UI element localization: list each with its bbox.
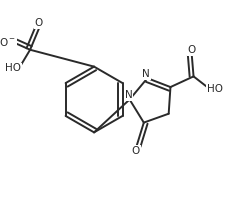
Text: O: O xyxy=(132,146,140,156)
Text: O: O xyxy=(35,18,43,28)
Text: N: N xyxy=(125,90,133,100)
Text: O: O xyxy=(188,45,196,55)
Text: N: N xyxy=(142,69,150,79)
Text: O$^-$: O$^-$ xyxy=(0,36,16,48)
Text: HO: HO xyxy=(5,63,21,73)
Text: HO: HO xyxy=(207,84,223,94)
